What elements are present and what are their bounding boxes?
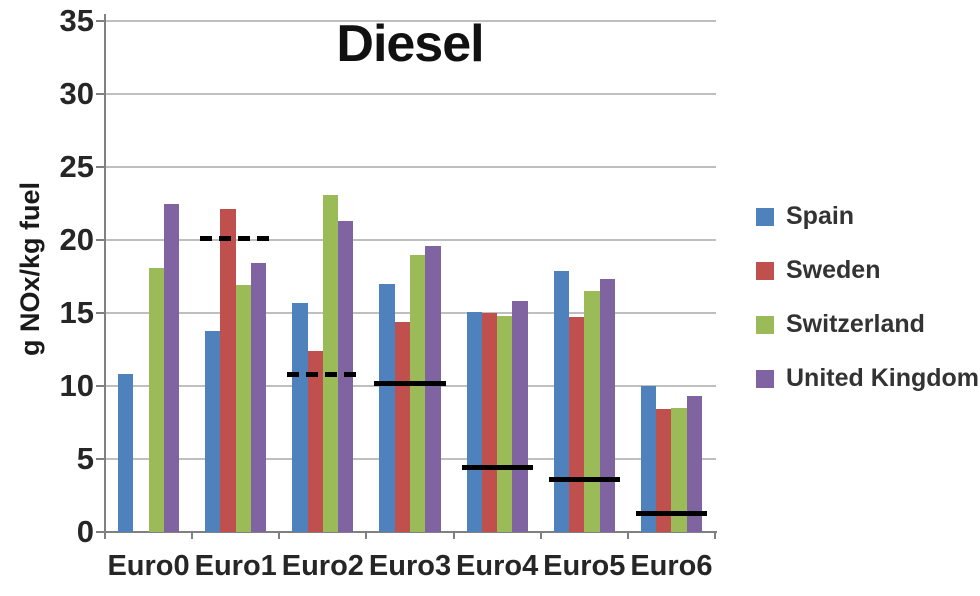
y-tick-label: 0	[76, 514, 94, 549]
legend-label: Switzerland	[786, 310, 925, 338]
x-tick-mark	[191, 532, 194, 539]
gridline-30	[106, 93, 716, 95]
y-tick-label: 35	[59, 3, 94, 38]
bar-spain-euro1	[205, 330, 221, 532]
bar-united-kingdom-euro1	[251, 263, 267, 532]
y-tick-mark	[96, 166, 104, 168]
x-category-label-euro0: Euro0	[107, 550, 190, 582]
limit-line-euro6	[635, 510, 708, 516]
legend-label: Spain	[786, 202, 855, 230]
bar-united-kingdom-euro6	[686, 396, 703, 532]
y-tick-mark	[96, 312, 104, 314]
legend-item-switzerland: Switzerland	[756, 310, 979, 339]
y-tick-label: 20	[59, 222, 94, 257]
y-tick-mark	[96, 93, 104, 95]
bar-sweden-euro3	[394, 321, 410, 532]
bar-switzerland-euro3	[410, 254, 426, 532]
y-tick-mark	[96, 531, 104, 533]
x-category-label-euro4: Euro4	[456, 550, 539, 582]
x-tick-mark	[452, 532, 455, 539]
legend-swatch-icon	[756, 261, 774, 280]
chart-title: Diesel	[336, 15, 484, 73]
y-tick-label: 25	[59, 149, 94, 184]
bar-spain-euro2	[292, 302, 308, 532]
legend-label: Sweden	[786, 256, 881, 284]
bar-spain-euro6	[640, 386, 657, 532]
bar-united-kingdom-euro5	[599, 279, 615, 532]
legend-item-spain: Spain	[756, 202, 979, 231]
limit-line-euro2	[287, 371, 359, 377]
limit-line-euro4	[461, 465, 533, 471]
bar-united-kingdom-euro0	[163, 203, 180, 532]
x-axis-line	[104, 531, 717, 533]
y-tick-label: 30	[59, 76, 94, 111]
bar-spain-euro4	[466, 311, 482, 532]
bar-switzerland-euro4	[497, 315, 513, 532]
x-tick-mark	[104, 532, 106, 539]
x-tick-mark	[714, 532, 716, 539]
y-tick-mark	[96, 385, 104, 387]
bar-spain-euro3	[379, 283, 395, 532]
legend-label: United Kingdom	[786, 364, 980, 392]
bar-sweden-euro4	[481, 313, 498, 532]
x-category-label-euro3: Euro3	[368, 550, 452, 582]
limit-line-euro1	[200, 236, 272, 242]
bar-sweden-euro1	[220, 209, 236, 532]
y-tick-mark	[96, 239, 104, 241]
bar-spain-euro0	[117, 374, 134, 532]
bar-sweden-euro2	[307, 350, 323, 532]
bar-united-kingdom-euro4	[512, 301, 528, 532]
y-tick-label: 5	[76, 441, 94, 476]
y-tick-label: 15	[59, 295, 94, 330]
limit-line-euro3	[374, 380, 446, 386]
bar-switzerland-euro6	[671, 407, 687, 532]
x-tick-mark	[539, 532, 542, 539]
bar-sweden-euro5	[568, 317, 585, 532]
x-tick-mark	[365, 532, 368, 539]
gridline-20	[106, 239, 716, 241]
bar-switzerland-euro5	[584, 291, 600, 532]
legend-swatch-icon	[756, 315, 774, 334]
y-tick-label: 10	[59, 368, 94, 403]
x-tick-mark	[626, 532, 629, 539]
y-axis-line	[104, 14, 106, 539]
limit-line-euro5	[548, 476, 620, 482]
y-tick-mark	[96, 20, 104, 22]
legend-swatch-icon	[756, 207, 774, 226]
bar-switzerland-euro1	[235, 285, 251, 532]
legend-item-sweden: Sweden	[756, 256, 979, 285]
legend-swatch-icon	[756, 369, 774, 388]
x-category-label-euro5: Euro5	[543, 550, 626, 582]
bar-spain-euro5	[553, 270, 569, 532]
bar-switzerland-euro0	[148, 267, 164, 532]
x-category-label-euro2: Euro2	[281, 550, 364, 582]
x-category-label-euro6: Euro6	[630, 550, 713, 582]
legend: Spain Sweden Switzerland United Kingdom	[756, 202, 979, 418]
bar-sweden-euro6	[656, 409, 672, 532]
legend-item-united-kingdom: United Kingdom	[756, 364, 979, 393]
gridline-25	[106, 166, 716, 168]
bar-united-kingdom-euro3	[425, 245, 441, 532]
y-tick-mark	[96, 458, 104, 460]
x-tick-mark	[278, 532, 281, 539]
x-category-label-euro1: Euro1	[194, 550, 277, 582]
bar-switzerland-euro2	[322, 194, 339, 532]
gridline-35	[106, 20, 716, 22]
